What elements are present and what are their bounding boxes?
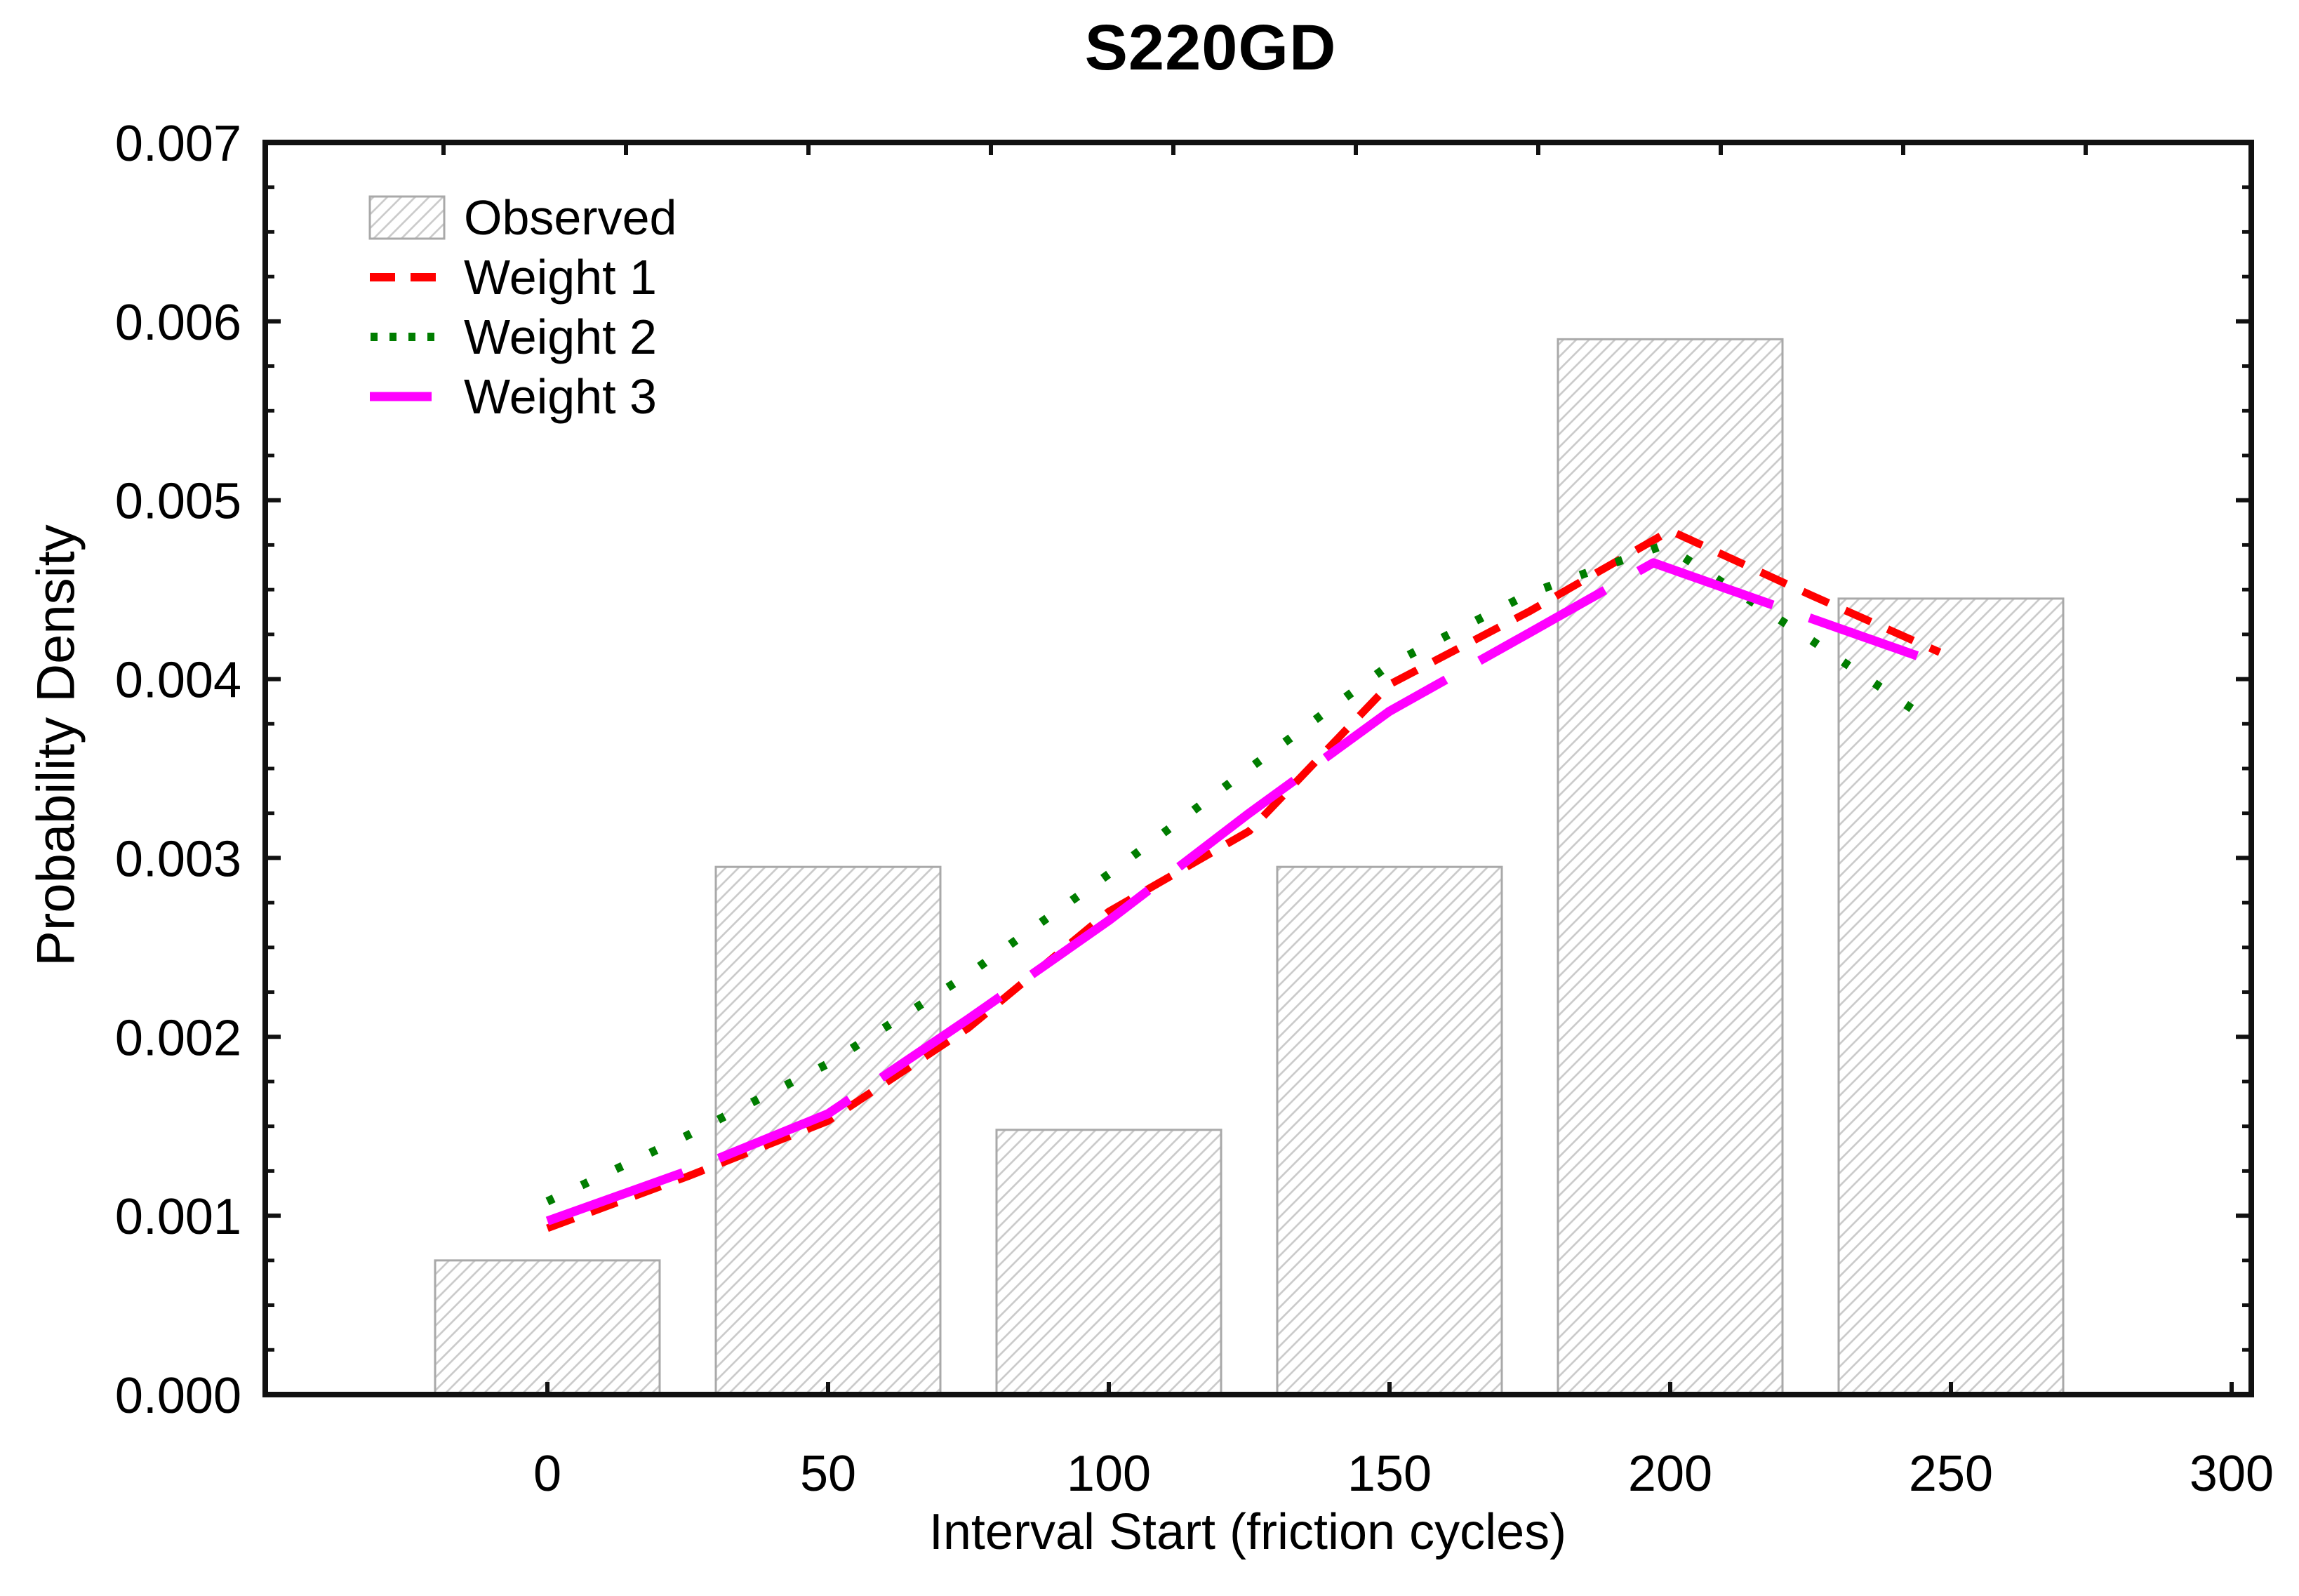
y-tick-label: 0.003 (115, 831, 241, 887)
weight3-line (545, 558, 1919, 1225)
y-axis-label: Probability Density (26, 524, 86, 966)
x-tick-label: 50 (800, 1446, 856, 1502)
x-tick-label: 300 (2190, 1446, 2274, 1502)
x-tick-label: 200 (1628, 1446, 1712, 1502)
observed-bar (1557, 338, 1784, 1396)
y-tick-label: 0.001 (115, 1189, 241, 1245)
observed-bar (714, 865, 942, 1396)
x-tick-label: 100 (1067, 1446, 1151, 1502)
observed-bar (1276, 865, 1503, 1396)
weight1-dashed-line-sample (368, 272, 454, 283)
legend-label-weight3: Weight 3 (464, 369, 657, 424)
observed-hatch-swatch (368, 195, 454, 240)
y-tick-label: 0.000 (115, 1368, 241, 1424)
y-tick-label: 0.006 (115, 295, 241, 351)
y-tick-label: 0.007 (115, 116, 241, 172)
y-tick-label: 0.004 (115, 653, 241, 709)
observed-bar (995, 1129, 1222, 1396)
legend-item-weight1: Weight 1 (368, 250, 677, 305)
weight3-solid-line-sample (368, 391, 454, 402)
x-tick-label: 0 (533, 1446, 561, 1502)
x-tick-label: 150 (1347, 1446, 1432, 1502)
legend-item-observed: Observed (368, 190, 677, 245)
legend-item-weight2: Weight 2 (368, 310, 677, 364)
observed-bar (1837, 597, 2065, 1396)
legend-label-weight2: Weight 2 (464, 310, 657, 364)
legend-item-weight3: Weight 3 (368, 369, 677, 424)
x-axis-label: Interval Start (friction cycles) (928, 1504, 1567, 1560)
observed-bar (434, 1259, 661, 1396)
weight2-dotted-line-sample (368, 331, 454, 343)
y-tick-label: 0.002 (115, 1010, 241, 1066)
legend-label-weight1: Weight 1 (464, 250, 657, 305)
chart-title: S220GD (1084, 12, 1337, 84)
legend: Observed Weight 1 Weight 2 Weight 3 (368, 190, 677, 434)
weight1-line (546, 526, 1942, 1232)
y-tick-label: 0.005 (115, 474, 241, 530)
x-tick-label: 250 (1909, 1446, 1993, 1502)
legend-label-observed: Observed (464, 190, 677, 245)
